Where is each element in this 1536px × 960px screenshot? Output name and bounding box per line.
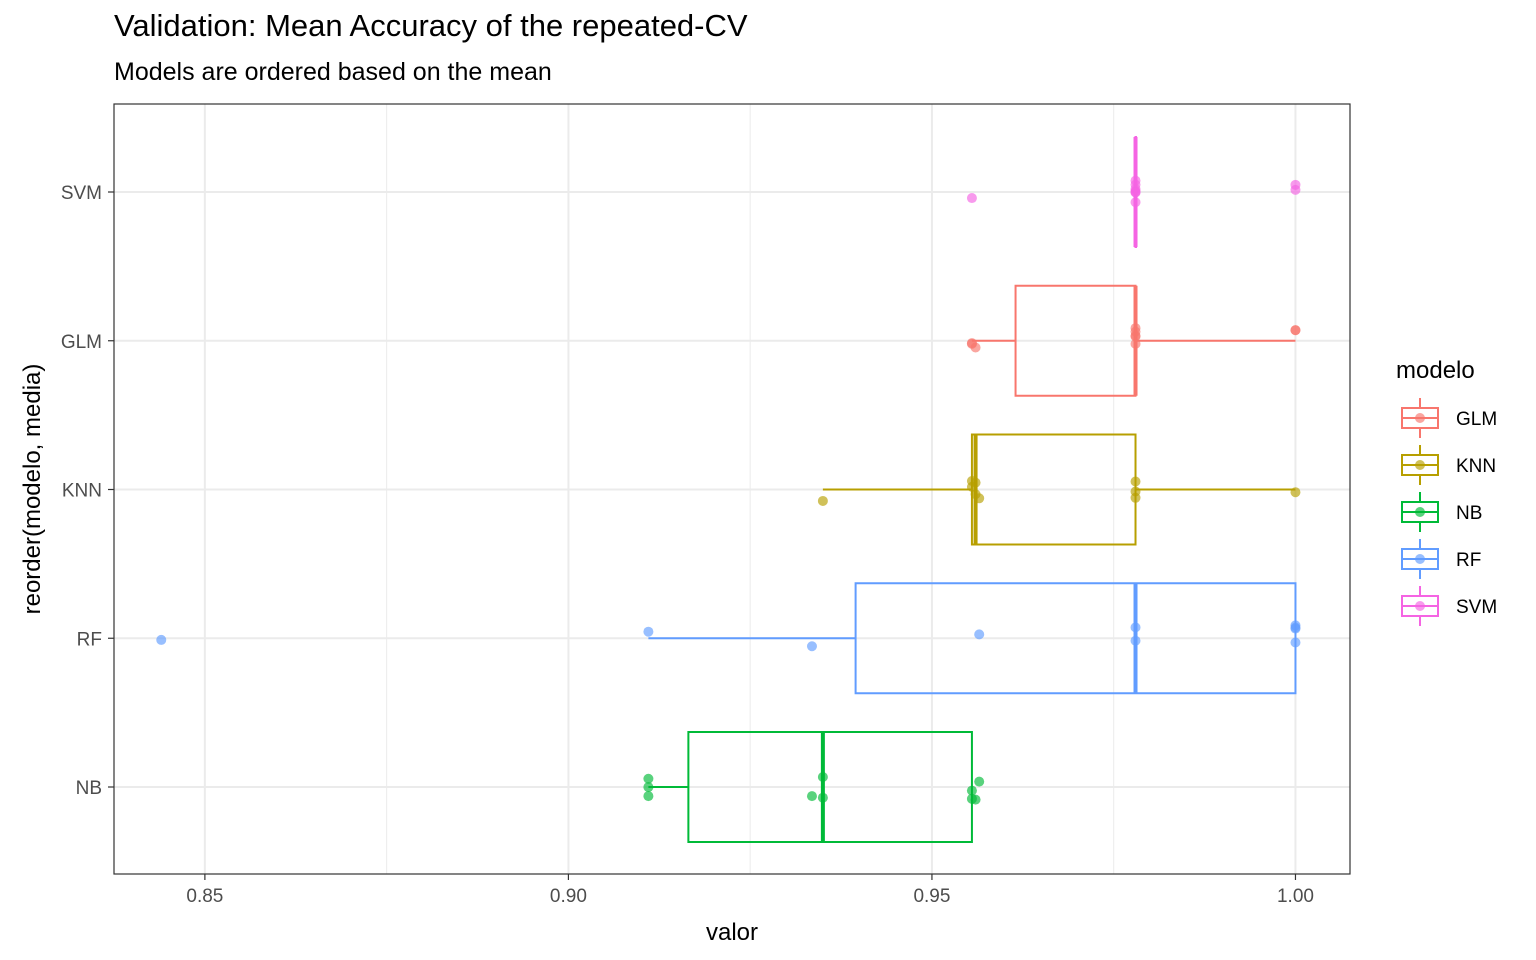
data-point-nb [817, 792, 828, 803]
x-tick-label: 0.85 [186, 886, 223, 907]
x-tick-label: 1.00 [1277, 886, 1314, 907]
legend-key-point [1415, 601, 1425, 611]
data-point-rf [1290, 623, 1301, 634]
data-point-nb [643, 773, 654, 784]
data-point-rf [806, 641, 817, 652]
data-point-knn [1130, 476, 1141, 487]
data-point-svm [1130, 197, 1141, 208]
data-point-rf [1290, 637, 1301, 648]
legend-title: modelo [1396, 357, 1475, 384]
chart-title: Validation: Mean Accuracy of the repeate… [114, 8, 748, 43]
data-point-rf [1130, 635, 1141, 646]
x-axis-title: valor [706, 919, 758, 946]
data-point-svm [1290, 179, 1301, 190]
y-tick-label: GLM [61, 332, 102, 353]
chart-subtitle: Models are ordered based on the mean [114, 58, 552, 86]
legend-key-point [1415, 554, 1425, 564]
legend-label-glm: GLM [1456, 409, 1497, 430]
data-point-knn [1290, 487, 1301, 498]
y-tick-label: NB [76, 778, 102, 799]
data-point-nb [974, 776, 985, 787]
data-point-glm [970, 342, 981, 353]
legend-label-rf: RF [1456, 550, 1481, 571]
data-point-knn [974, 493, 985, 504]
x-tick-label: 0.95 [913, 886, 950, 907]
y-tick-label: KNN [62, 481, 102, 502]
data-point-knn [1130, 492, 1141, 503]
legend-label-nb: NB [1456, 503, 1482, 524]
legend-label-knn: KNN [1456, 456, 1496, 477]
data-point-rf [974, 629, 985, 640]
data-point-knn [817, 495, 828, 506]
y-axis-title: reorder(modelo, media) [19, 364, 46, 615]
y-tick-label: RF [77, 629, 102, 650]
legend-key-point [1415, 413, 1425, 423]
data-point-knn [966, 476, 977, 487]
data-point-nb [643, 782, 654, 793]
data-point-rf [156, 634, 167, 645]
data-point-rf [1130, 622, 1141, 633]
data-point-svm [1130, 187, 1141, 198]
legend-key-point [1415, 507, 1425, 517]
data-point-glm [1130, 331, 1141, 342]
data-point-glm [1290, 325, 1301, 336]
data-point-glm [1130, 338, 1141, 349]
data-point-nb [806, 791, 817, 802]
data-point-nb [817, 771, 828, 782]
legend-key-point [1415, 460, 1425, 470]
data-point-glm [1130, 323, 1141, 334]
data-point-nb [966, 785, 977, 796]
x-tick-label: 0.90 [550, 886, 587, 907]
data-point-nb [643, 791, 654, 802]
y-tick-label: SVM [61, 183, 102, 204]
data-point-nb [966, 793, 977, 804]
legend-label-svm: SVM [1456, 597, 1497, 618]
data-point-svm [1130, 175, 1141, 186]
data-point-rf [643, 626, 654, 637]
data-point-svm [966, 193, 977, 204]
